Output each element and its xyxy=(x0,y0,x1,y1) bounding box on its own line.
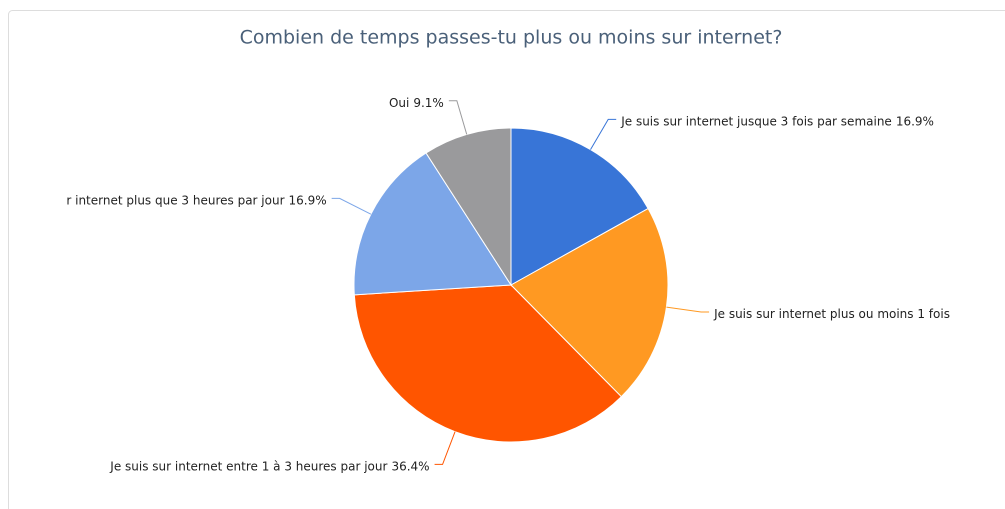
slice-name: Je suis sur internet jusque 3 fois par s… xyxy=(620,114,892,128)
pie-slice xyxy=(510,127,649,286)
pie-slice xyxy=(353,284,623,443)
leader-line xyxy=(448,100,468,135)
chart-title: Combien de temps passes-tu plus ou moins… xyxy=(240,27,783,49)
slice-name: r internet plus que 3 heures par jour xyxy=(66,193,284,207)
slice-label: Oui 9.1% xyxy=(389,95,444,109)
slice-name: Oui xyxy=(389,95,409,109)
slice-label: Je suis sur internet entre 1 à 3 heures … xyxy=(109,459,429,473)
leader-line xyxy=(434,431,456,465)
leader-line xyxy=(590,118,617,150)
pie-slice xyxy=(353,152,512,296)
slice-value: 16.9% xyxy=(289,193,327,207)
pie-slice xyxy=(510,207,669,398)
leader-line xyxy=(666,306,710,313)
leader-line xyxy=(331,197,372,215)
slice-value: 36.4% xyxy=(391,459,429,473)
slice-value: 9.1% xyxy=(413,95,444,109)
pie-slice xyxy=(425,127,512,287)
slice-label: Je suis sur internet plus ou moins 1 foi… xyxy=(713,307,950,321)
slice-name: Je suis sur internet entre 1 à 3 heures … xyxy=(109,459,387,473)
slice-label: r internet plus que 3 heures par jour 16.… xyxy=(66,193,326,207)
slice-name: Je suis sur internet plus ou moins 1 foi… xyxy=(713,307,950,321)
slice-value: 16.9% xyxy=(896,114,934,128)
slice-label: Je suis sur internet jusque 3 fois par s… xyxy=(620,114,934,128)
